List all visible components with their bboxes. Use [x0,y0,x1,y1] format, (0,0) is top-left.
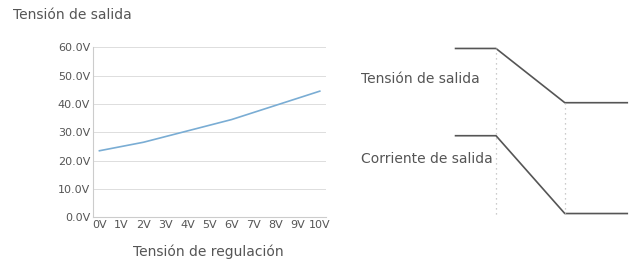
Text: Tensión de salida: Tensión de salida [13,8,132,22]
Text: Tensión de salida: Tensión de salida [361,72,480,86]
Text: Corriente de salida: Corriente de salida [361,152,493,166]
Text: Tensión de regulación: Tensión de regulación [132,245,284,259]
